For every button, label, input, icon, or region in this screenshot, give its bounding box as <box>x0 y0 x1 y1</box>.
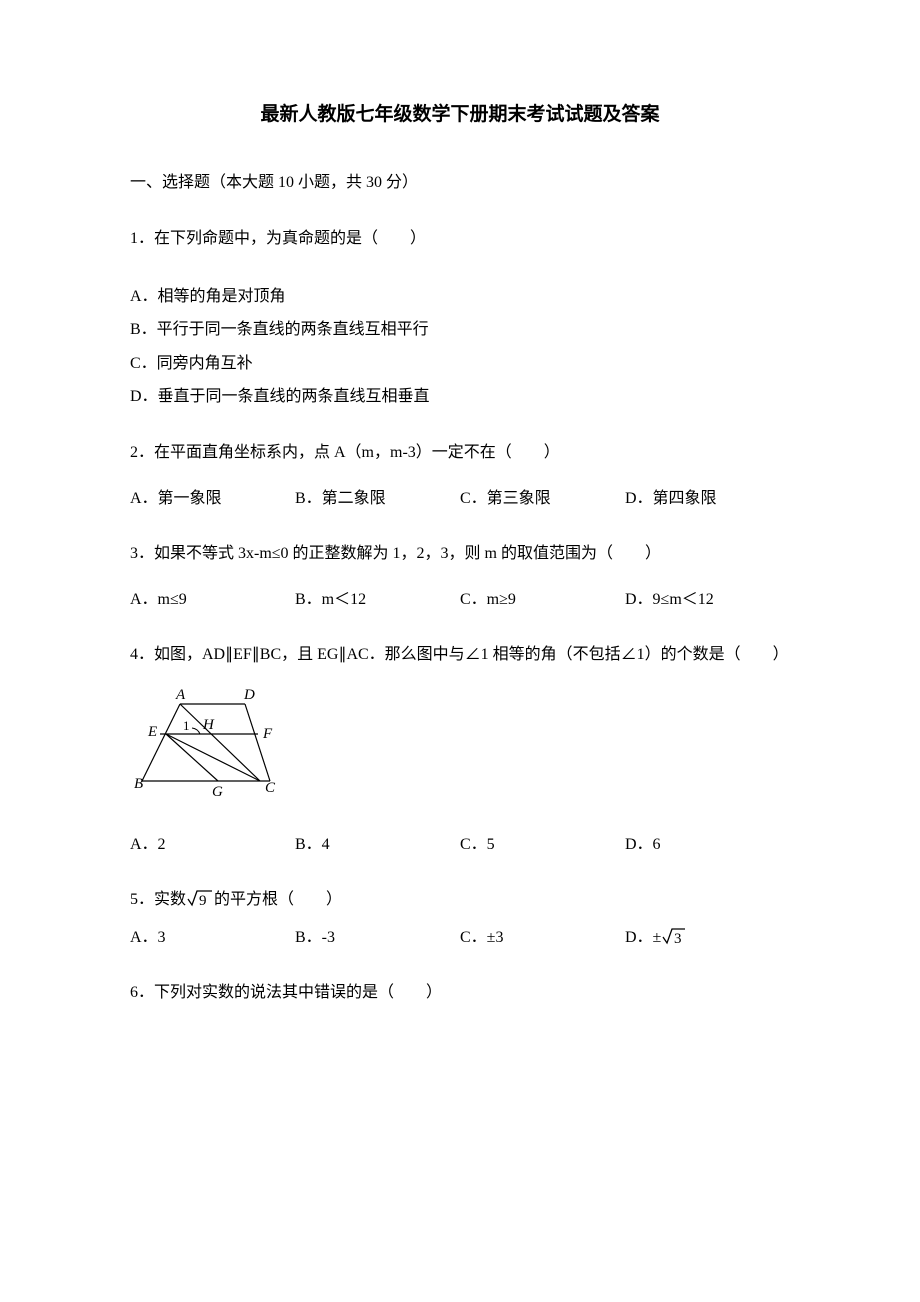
question-5: 5．实数 9 的平方根（ ） A．3 B．-3 C．±3 D．± 3 <box>130 887 790 950</box>
label-G: G <box>212 784 223 800</box>
q2-option-b: B．第二象限 <box>295 486 460 512</box>
q4-option-a: A．2 <box>130 832 295 858</box>
q5-option-b: B．-3 <box>295 925 460 951</box>
question-1: 1．在下列命题中，为真命题的是（ ） A．相等的角是对顶角 B．平行于同一条直线… <box>130 226 790 410</box>
q1-option-a: A．相等的角是对顶角 <box>130 284 790 310</box>
q5-option-d: D．± 3 <box>625 925 790 951</box>
sqrt-icon: 3 <box>661 925 687 951</box>
question-3: 3．如果不等式 3x-m≤0 的正整数解为 1，2，3，则 m 的取值范围为（ … <box>130 541 790 612</box>
q4-text: 4．如图，AD∥EF∥BC，且 EG∥AC．那么图中与∠1 相等的角（不包括∠1… <box>130 642 790 668</box>
label-B: B <box>134 776 143 792</box>
q5-option-a: A．3 <box>130 925 295 951</box>
label-1: 1 <box>183 718 190 733</box>
svg-text:9: 9 <box>199 893 207 908</box>
q5-text: 5．实数 9 的平方根（ ） <box>130 887 790 913</box>
label-C: C <box>265 780 276 796</box>
q4-option-d: D．6 <box>625 832 790 858</box>
label-F: F <box>262 726 273 742</box>
q2-option-c: C．第三象限 <box>460 486 625 512</box>
sqrt-icon: 9 <box>186 887 214 913</box>
q3-text: 3．如果不等式 3x-m≤0 的正整数解为 1，2，3，则 m 的取值范围为（ … <box>130 541 790 567</box>
section-header: 一、选择题（本大题 10 小题，共 30 分） <box>130 170 790 196</box>
q5-suffix: 的平方根（ ） <box>214 891 342 908</box>
q2-option-d: D．第四象限 <box>625 486 790 512</box>
question-2: 2．在平面直角坐标系内，点 A（m，m-3）一定不在（ ） A．第一象限 B．第… <box>130 440 790 511</box>
label-D: D <box>243 687 255 703</box>
q1-option-b: B．平行于同一条直线的两条直线互相平行 <box>130 317 790 343</box>
q4-figure: A D E F B C G H 1 <box>130 686 790 810</box>
question-4: 4．如图，AD∥EF∥BC，且 EG∥AC．那么图中与∠1 相等的角（不包括∠1… <box>130 642 790 857</box>
svg-text:3: 3 <box>674 931 682 946</box>
q3-option-c: C．m≥9 <box>460 587 625 613</box>
q5-option-c: C．±3 <box>460 925 625 951</box>
q1-option-d: D．垂直于同一条直线的两条直线互相垂直 <box>130 384 790 410</box>
question-6: 6．下列对实数的说法其中错误的是（ ） <box>130 980 790 1006</box>
q3-option-d: D．9≤m＜12 <box>625 587 790 613</box>
label-A: A <box>175 687 186 703</box>
q6-text: 6．下列对实数的说法其中错误的是（ ） <box>130 980 790 1006</box>
q2-text: 2．在平面直角坐标系内，点 A（m，m-3）一定不在（ ） <box>130 440 790 466</box>
q4-option-b: B．4 <box>295 832 460 858</box>
q5-d-prefix: D．± <box>625 929 661 946</box>
page-title: 最新人教版七年级数学下册期末考试试题及答案 <box>130 100 790 130</box>
label-H: H <box>202 717 215 733</box>
q3-option-a: A．m≤9 <box>130 587 295 613</box>
q2-option-a: A．第一象限 <box>130 486 295 512</box>
q1-text: 1．在下列命题中，为真命题的是（ ） <box>130 226 790 252</box>
q5-prefix: 5．实数 <box>130 891 186 908</box>
q3-option-b: B．m＜12 <box>295 587 460 613</box>
q1-option-c: C．同旁内角互补 <box>130 351 790 377</box>
label-E: E <box>147 724 157 740</box>
q4-option-c: C．5 <box>460 832 625 858</box>
